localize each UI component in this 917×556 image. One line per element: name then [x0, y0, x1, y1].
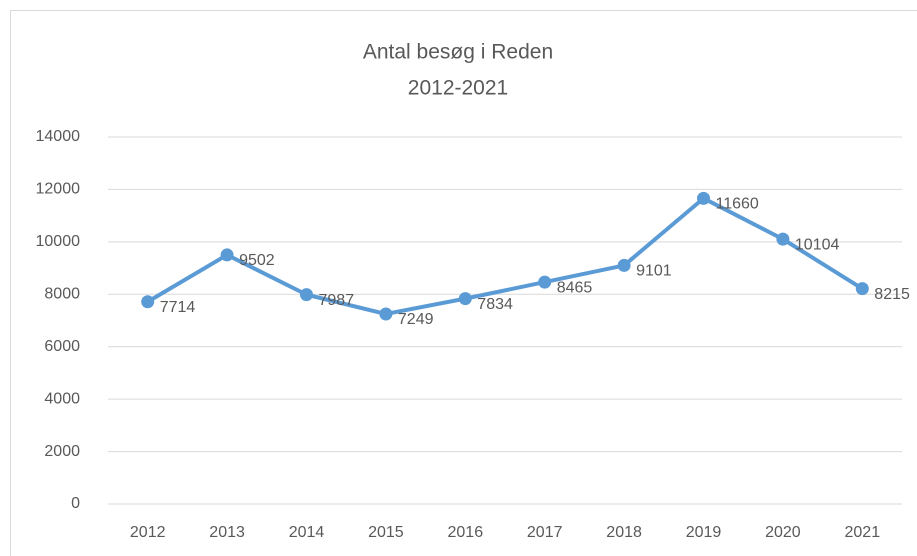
- data-label: 7987: [319, 292, 355, 309]
- data-label: 7249: [398, 311, 434, 328]
- chart-border: [10, 10, 917, 556]
- x-tick-label: 2013: [209, 524, 245, 541]
- data-point: [141, 295, 155, 309]
- x-tick-label: 2012: [130, 524, 166, 541]
- x-tick-label: 2017: [527, 524, 563, 541]
- chart-subtitle: 2012-2021: [408, 77, 508, 100]
- data-point: [855, 282, 869, 296]
- data-label: 9101: [636, 263, 672, 280]
- y-tick-label: 4000: [44, 390, 80, 407]
- data-label: 8465: [557, 279, 593, 296]
- data-point: [379, 307, 393, 321]
- data-label: 11660: [716, 196, 759, 213]
- y-tick-label: 10000: [36, 233, 81, 250]
- data-point: [458, 292, 472, 306]
- y-tick-label: 14000: [36, 128, 81, 145]
- y-tick-label: 8000: [44, 286, 80, 303]
- data-label: 7834: [477, 296, 513, 313]
- x-tick-label: 2015: [368, 524, 404, 541]
- x-tick-label: 2020: [765, 524, 801, 541]
- x-tick-label: 2019: [686, 524, 722, 541]
- data-point: [300, 288, 313, 302]
- x-tick-label: 2018: [606, 524, 642, 541]
- y-tick-label: 0: [71, 495, 80, 512]
- data-label: 10104: [795, 236, 840, 253]
- data-label: 7714: [160, 299, 196, 316]
- x-tick-label: 2021: [845, 524, 881, 541]
- y-tick-label: 6000: [44, 338, 80, 355]
- data-point: [697, 191, 710, 205]
- data-label: 8215: [874, 286, 910, 303]
- x-tick-label: 2016: [448, 524, 484, 541]
- data-label: 9502: [239, 252, 275, 269]
- chart-title: Antal besøg i Reden: [363, 41, 553, 64]
- data-point: [776, 232, 790, 246]
- data-point: [220, 248, 234, 262]
- y-tick-label: 12000: [36, 181, 81, 198]
- x-tick-label: 2014: [289, 524, 325, 541]
- y-tick-label: 2000: [44, 443, 80, 460]
- data-point: [617, 258, 631, 272]
- data-point: [538, 275, 552, 289]
- line-series: [146, 196, 864, 316]
